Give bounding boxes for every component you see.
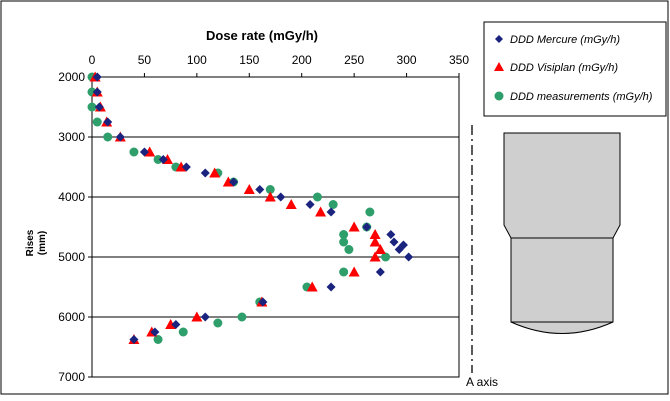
point-mercure	[394, 245, 404, 254]
point-measurement	[153, 335, 163, 344]
point-mercure	[94, 102, 104, 112]
point-visiplan	[285, 199, 297, 209]
point-mercure	[171, 320, 181, 329]
legend-marker-measurements	[494, 91, 504, 101]
point-mercure	[129, 335, 139, 344]
legend-item-visiplan: DDD Visiplan (mGy/h)	[494, 62, 618, 74]
point-measurement	[129, 147, 139, 157]
y-axis-label: Rises (mm)	[25, 229, 48, 256]
point-mercure	[92, 87, 102, 97]
plot-area	[91, 76, 460, 378]
y-tick-label: 6000	[58, 310, 85, 324]
legend-label-visiplan: DDD Visiplan (mGy/h)	[510, 62, 618, 74]
legend-item-measurements: DDD measurements (mGy/h)	[494, 91, 653, 103]
point-visiplan	[374, 244, 386, 254]
point-mercure	[181, 162, 191, 172]
point-mercure	[276, 192, 286, 202]
point-measurement	[265, 185, 275, 194]
point-visiplan	[243, 184, 255, 194]
x-axis-ticks: 0 50 100 150 200 250 300 350	[89, 53, 469, 77]
point-measurement	[344, 245, 354, 254]
y-tick-label: 5000	[58, 250, 85, 264]
point-visiplan	[348, 266, 360, 277]
chart-title: Dose rate (mGy/h)	[206, 28, 318, 43]
point-measurement	[339, 230, 349, 239]
point-mercure	[200, 312, 210, 322]
point-mercure	[386, 230, 396, 239]
grid-lines	[92, 76, 459, 378]
x-tick-label: 50	[138, 53, 152, 67]
point-visiplan	[191, 311, 203, 322]
point-visiplan	[315, 206, 327, 217]
point-measurement	[87, 102, 97, 112]
point-visiplan	[306, 281, 318, 292]
legend-label-measurements: DDD measurements (mGy/h)	[510, 91, 653, 103]
legend-box	[483, 21, 667, 117]
data-marks	[87, 71, 414, 344]
point-mercure	[326, 282, 336, 292]
y-tick-label: 4000	[58, 190, 85, 204]
point-mercure	[362, 222, 372, 232]
x-tick-label: 0	[89, 53, 96, 67]
x-tick-label: 250	[344, 53, 364, 67]
point-mercure	[404, 252, 414, 262]
point-mercure	[258, 297, 268, 307]
point-mercure	[200, 168, 210, 178]
x-tick-label: 150	[239, 53, 259, 67]
point-mercure	[150, 327, 160, 337]
point-measurement	[381, 252, 391, 262]
y-tick-label: 3000	[58, 130, 85, 144]
point-visiplan	[369, 236, 381, 247]
cylinder-upper-body	[503, 132, 621, 239]
point-measurement	[312, 192, 322, 202]
point-visiplan	[264, 191, 276, 202]
point-mercure	[92, 72, 102, 82]
y-axis-label-line1: Rises	[25, 229, 36, 256]
point-mercure	[158, 155, 168, 164]
point-mercure	[139, 147, 149, 157]
point-mercure	[375, 267, 385, 277]
point-visiplan	[209, 167, 221, 178]
point-mercure	[103, 117, 113, 127]
point-mercure	[255, 185, 265, 194]
y-tick-label: 2000	[58, 70, 85, 84]
legend-marker-mercure	[495, 35, 503, 43]
x-tick-label: 200	[292, 53, 312, 67]
legend-item-mercure: DDD Mercure (mGy/h)	[495, 34, 620, 46]
legend-label-mercure: DDD Mercure (mGy/h)	[510, 34, 620, 46]
point-visiplan	[369, 229, 381, 239]
point-measurement	[103, 132, 113, 142]
point-measurement	[339, 267, 349, 277]
series-0	[92, 72, 414, 344]
a-axis-label: A axis	[466, 375, 498, 389]
x-tick-label: 100	[187, 53, 207, 67]
point-measurement	[178, 327, 188, 337]
point-mercure	[326, 207, 336, 217]
legend: DDD Mercure (mGy/h) DDD Visiplan (mGy/h)…	[483, 21, 667, 117]
y-axis-ticks: 2000 3000 4000 5000 6000 7000	[58, 70, 92, 384]
point-mercure	[305, 200, 315, 209]
cylinder-lower-body	[510, 237, 614, 334]
y-axis-label-line2: (mm)	[37, 231, 48, 255]
point-measurement	[339, 237, 349, 247]
x-tick-label: 350	[449, 53, 469, 67]
point-mercure	[389, 237, 399, 247]
cylinder-illustration	[503, 132, 621, 334]
point-measurement	[237, 312, 247, 322]
point-visiplan	[348, 221, 360, 232]
point-mercure	[115, 132, 125, 142]
point-measurement	[92, 117, 102, 127]
point-visiplan	[369, 251, 381, 262]
legend-marker-visiplan	[494, 62, 504, 71]
point-measurement	[213, 318, 223, 328]
point-measurement	[153, 155, 163, 164]
point-measurement	[365, 207, 375, 217]
point-mercure	[229, 177, 239, 187]
point-measurement	[328, 200, 338, 209]
x-tick-label: 300	[397, 53, 417, 67]
y-tick-label: 7000	[58, 370, 85, 384]
